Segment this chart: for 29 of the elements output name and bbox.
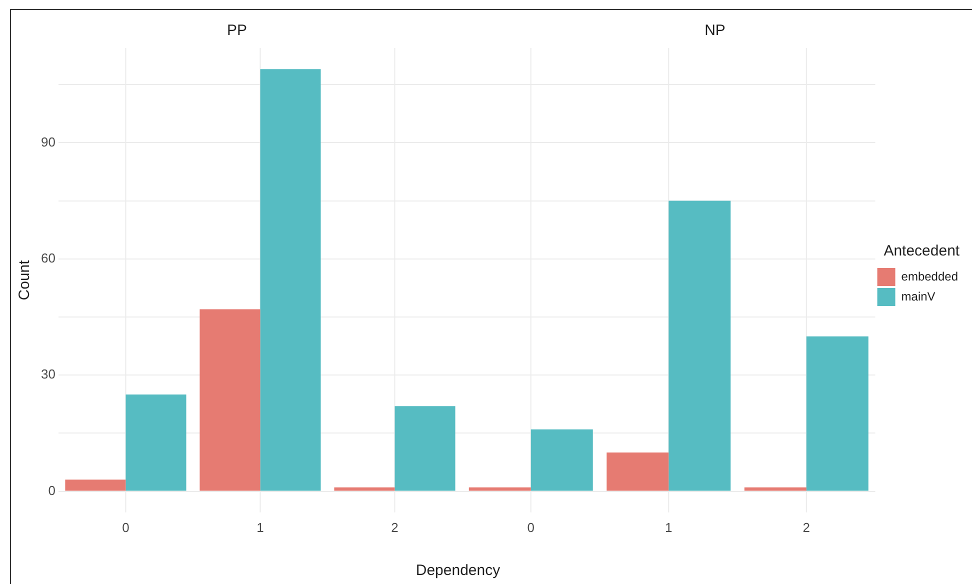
bar xyxy=(468,487,531,491)
legend-label: mainV xyxy=(901,289,936,304)
y-tick-label: 60 xyxy=(40,250,56,266)
bar xyxy=(260,69,321,491)
bar xyxy=(606,452,669,491)
bar xyxy=(126,394,186,491)
x-tick-label: 2 xyxy=(391,520,398,535)
x-tick-label: 0 xyxy=(527,520,534,535)
legend-label: embedded xyxy=(901,269,958,284)
chart-title: PP xyxy=(226,22,248,40)
bar xyxy=(334,487,395,491)
bar xyxy=(668,200,731,491)
y-axis-title: Count xyxy=(16,259,34,300)
bar xyxy=(744,487,806,491)
x-tick-label: 1 xyxy=(665,520,672,535)
bar xyxy=(530,429,593,491)
x-tick-label: 1 xyxy=(256,520,264,535)
x-axis-title: Dependency xyxy=(416,562,500,579)
chart-title: NP xyxy=(704,22,726,40)
bar xyxy=(65,480,126,491)
y-tick-label: 90 xyxy=(40,134,56,150)
y-tick-label: 30 xyxy=(40,366,56,382)
bar xyxy=(394,406,456,491)
x-tick-label: 2 xyxy=(802,520,810,535)
bar xyxy=(806,336,868,491)
x-tick-label: 0 xyxy=(122,520,130,535)
legend-title: Antecedent xyxy=(884,242,960,260)
bar xyxy=(200,309,260,491)
y-tick-label: 0 xyxy=(48,482,56,498)
